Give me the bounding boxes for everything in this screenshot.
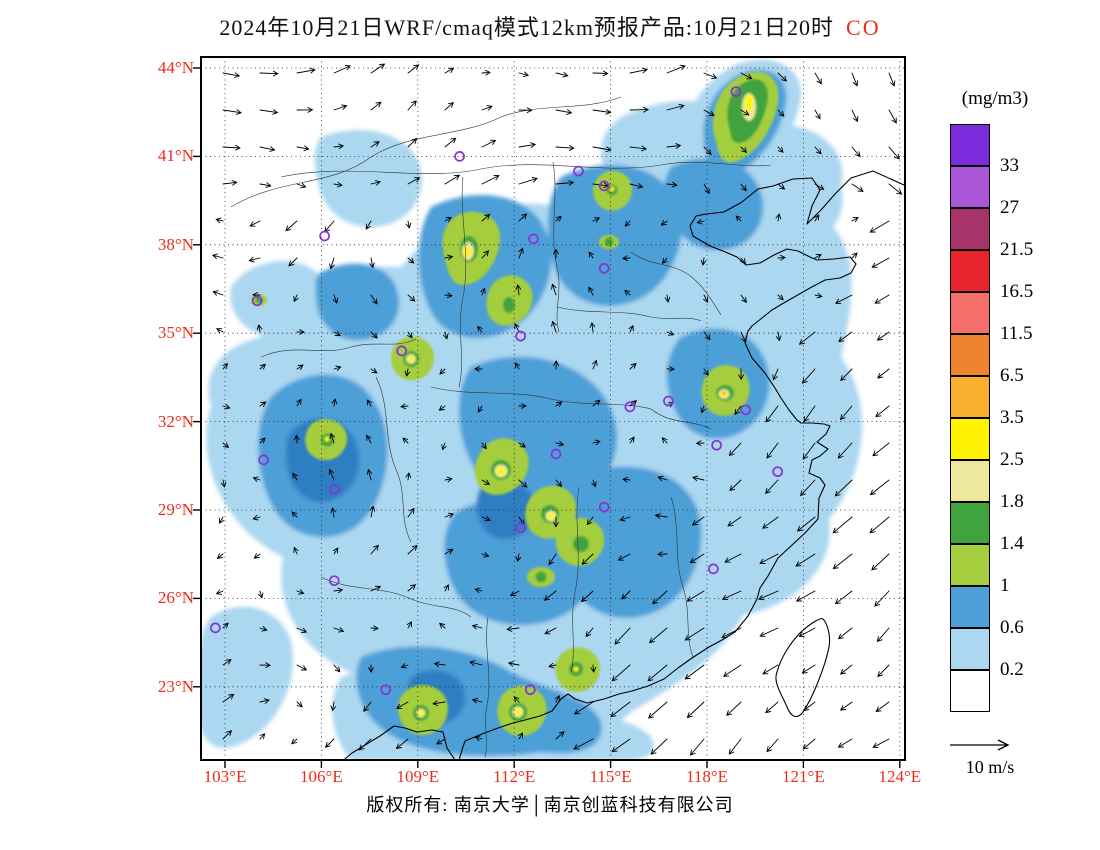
city-marker bbox=[598, 263, 610, 274]
city-marker bbox=[515, 522, 526, 534]
city-marker bbox=[598, 180, 610, 192]
lon-axis-label: 121°E bbox=[782, 767, 825, 786]
province-boundaries bbox=[230, 96, 772, 758]
city-marker bbox=[772, 466, 784, 478]
city-marker bbox=[624, 401, 636, 413]
city-marker bbox=[528, 233, 539, 245]
city-marker bbox=[454, 151, 465, 162]
legend-value-label: 16.5 bbox=[1000, 281, 1034, 302]
legend-value-label: 1 bbox=[1000, 575, 1010, 596]
wind-vectors-layer bbox=[211, 63, 903, 756]
legend-value-label: 27 bbox=[1000, 197, 1019, 218]
plot-border bbox=[200, 56, 906, 761]
city-marker bbox=[730, 86, 742, 97]
coastline bbox=[343, 170, 905, 760]
wind-scale-arrow bbox=[950, 739, 1010, 751]
legend-color-box bbox=[950, 544, 990, 586]
lat-axis-label: 44°N bbox=[157, 58, 194, 77]
city-marker bbox=[396, 345, 408, 357]
lat-axis-label: 38°N bbox=[157, 234, 194, 254]
legend-value-label: 0.2 bbox=[1000, 659, 1024, 680]
wind-scale-label: 10 m/s bbox=[965, 757, 1015, 777]
lat-axis-label: 29°N bbox=[157, 500, 194, 519]
lon-axis-label: 106°E bbox=[300, 767, 343, 786]
legend-units: (mg/m3) bbox=[961, 88, 1029, 109]
lon-axis-label: 115°E bbox=[589, 767, 632, 786]
legend-color-box bbox=[950, 124, 990, 166]
title-text: 2024年10月21日WRF/cmaq模式12km预报产品:10月21日20时 bbox=[219, 15, 835, 40]
city-marker bbox=[598, 501, 610, 513]
city-marker bbox=[550, 448, 562, 460]
legend-value-label: 3.5 bbox=[1000, 407, 1024, 428]
lon-axis-label: 112°E bbox=[493, 767, 536, 786]
lat-axis-label: 41°N bbox=[157, 146, 194, 166]
city-marker bbox=[515, 330, 526, 342]
legend-value-label: 0.6 bbox=[1000, 617, 1024, 638]
city-marker bbox=[319, 230, 330, 242]
copyright-footer: 版权所有: 南京大学│南京创蓝科技有限公司 bbox=[366, 795, 734, 815]
gridlines-layer bbox=[201, 57, 905, 760]
city-marker bbox=[524, 684, 536, 696]
legend-value-label: 21.5 bbox=[1000, 239, 1034, 260]
legend-value-label: 2.5 bbox=[1000, 449, 1024, 470]
legend-color-box bbox=[950, 628, 990, 670]
legend-color-box bbox=[950, 670, 990, 712]
lat-axis-label: 23°N bbox=[157, 676, 194, 696]
legend-value-label: 11.5 bbox=[1000, 323, 1033, 344]
city-markers-layer bbox=[210, 86, 784, 696]
lon-axis-label: 109°E bbox=[396, 767, 440, 786]
city-marker bbox=[328, 575, 340, 587]
color-legend: 33 27 21.5 16.5 11.5 6.5 3.5 2.5 1.8 1.4 1 0.6 0.2 bbox=[950, 124, 1060, 724]
legend-color-box bbox=[950, 460, 990, 502]
legend-value-label: 1.8 bbox=[1000, 491, 1024, 512]
legend-color-box bbox=[950, 208, 990, 250]
lon-axis-label: 124°E bbox=[878, 767, 922, 786]
co-concentration-map bbox=[193, 56, 906, 768]
legend-color-box bbox=[950, 502, 990, 544]
legend-color-box bbox=[950, 334, 990, 376]
city-marker bbox=[328, 484, 340, 495]
city-marker bbox=[711, 439, 722, 451]
city-marker bbox=[708, 563, 719, 575]
legend-color-box bbox=[950, 376, 990, 418]
page-title: 2024年10月21日WRF/cmaq模式12km预报产品:10月21日20时 C… bbox=[0, 10, 1100, 42]
legend-color-box bbox=[950, 250, 990, 292]
legend-color-box bbox=[950, 292, 990, 334]
lat-axis-label: 26°N bbox=[157, 588, 194, 608]
lat-axis-label: 35°N bbox=[157, 323, 194, 343]
legend-value-label: 33 bbox=[1000, 155, 1019, 176]
title-species: CO bbox=[846, 15, 881, 40]
city-marker bbox=[258, 454, 269, 466]
lon-axis-label: 118°E bbox=[685, 767, 729, 786]
lat-axis-label: 32°N bbox=[157, 411, 194, 431]
lon-axis-label: 103°E bbox=[203, 767, 247, 786]
city-marker bbox=[663, 395, 674, 407]
legend-value-label: 1.4 bbox=[1000, 533, 1024, 554]
legend-color-box bbox=[950, 418, 990, 460]
city-marker bbox=[380, 684, 392, 696]
axis-ticks bbox=[193, 67, 901, 768]
legend-color-box bbox=[950, 586, 990, 628]
city-marker bbox=[210, 622, 221, 634]
city-marker bbox=[251, 295, 263, 307]
city-marker bbox=[740, 404, 751, 416]
co-hotspots-layer bbox=[251, 72, 779, 736]
legend-value-label: 6.5 bbox=[1000, 365, 1024, 386]
legend-color-box bbox=[950, 166, 990, 208]
city-marker bbox=[573, 165, 584, 177]
